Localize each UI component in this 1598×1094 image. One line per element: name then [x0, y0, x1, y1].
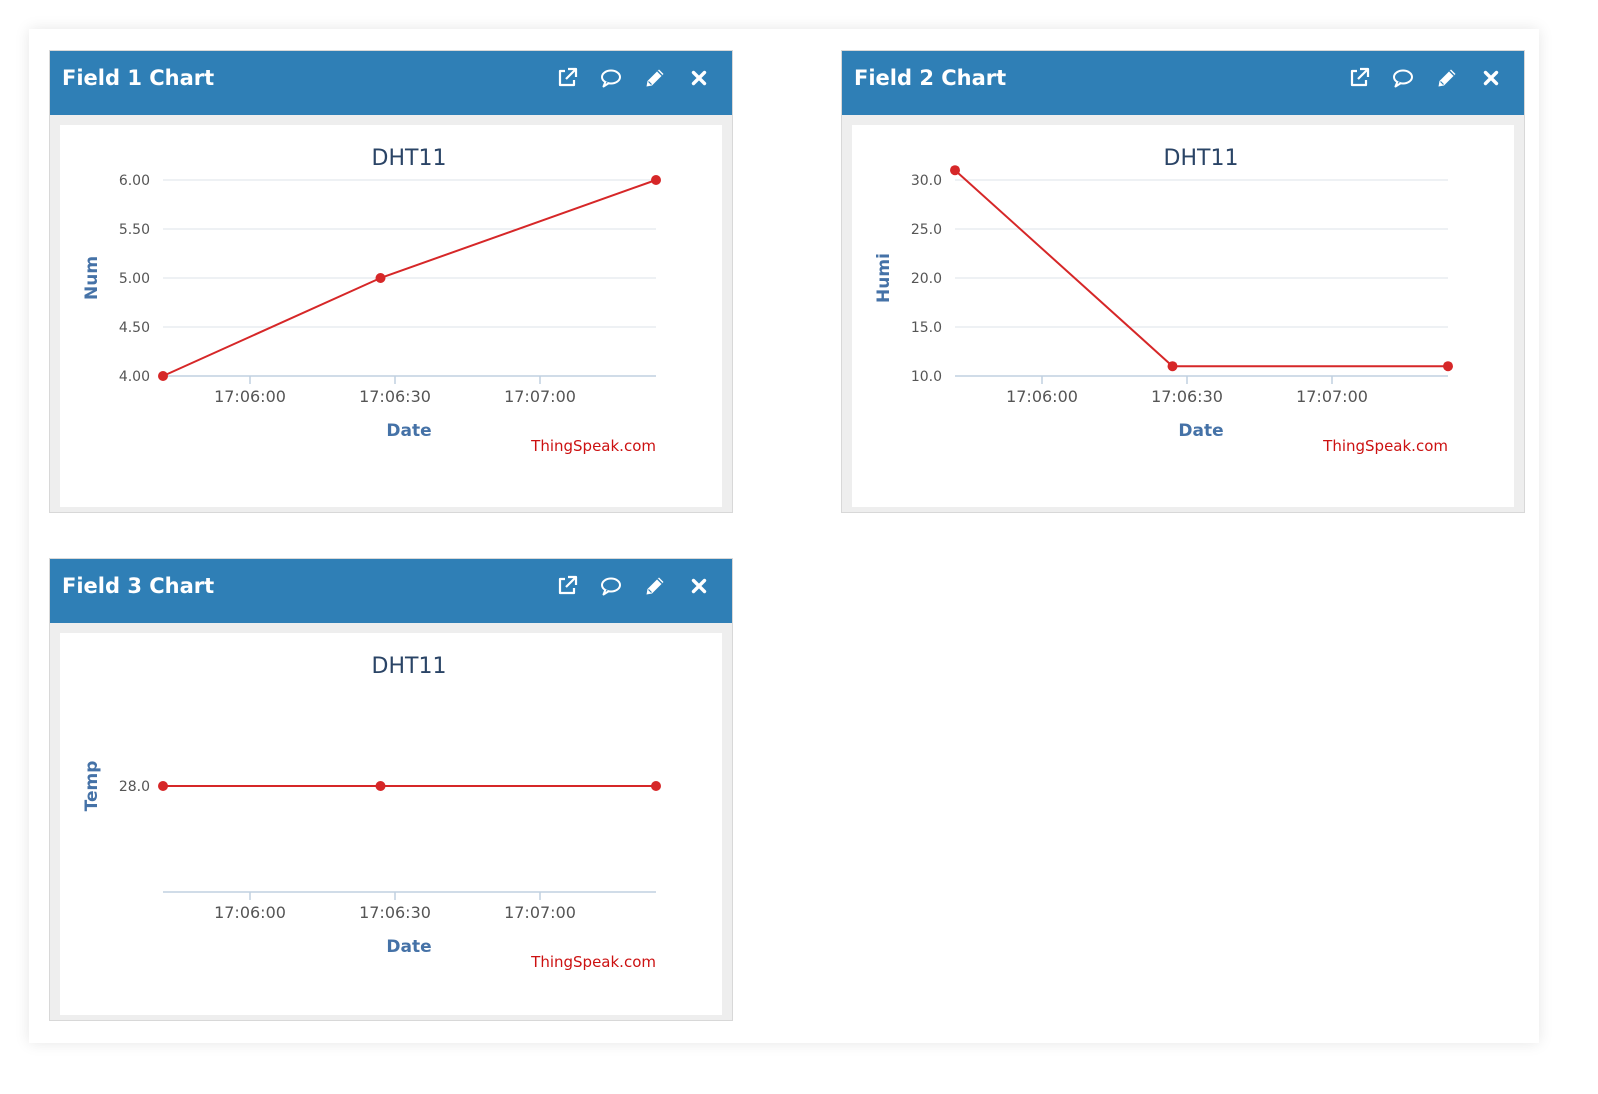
chart-credit: ThingSpeak.com — [1322, 437, 1448, 455]
data-point — [158, 371, 168, 381]
data-point — [651, 175, 661, 185]
x-tick-label: 17:06:00 — [1006, 387, 1078, 406]
field-2-line-chart: DHT11 10.0 15.0 20.0 25.0 30.0 17:06:00 17:06:3… — [874, 146, 1453, 455]
y-axis-title: Humi — [874, 253, 894, 303]
y-tick-label: 6.00 — [119, 173, 150, 189]
chart-container: DHT11 28.0 17:06:00 17:06:30 17:07:00 Date Tem… — [60, 633, 722, 1015]
field-1-chart-panel: Field 1 Chart DHT11 4.00 4.50 5.00 5.50 6.00 1… — [49, 50, 733, 513]
panel-title: Field 3 Chart — [62, 574, 215, 598]
field-1-line-chart: DHT11 4.00 4.50 5.00 5.50 6.00 17:06:00 17:06:3… — [82, 146, 661, 455]
panel-header: Field 3 Chart — [50, 559, 732, 623]
panel-toolbar — [1327, 66, 1503, 90]
external-link-icon[interactable] — [555, 574, 579, 598]
panel-header: Field 1 Chart — [50, 51, 732, 115]
pencil-icon[interactable] — [643, 66, 667, 90]
data-point — [1443, 361, 1453, 372]
chart-container: DHT11 4.00 4.50 5.00 5.50 6.00 17:06:00 17:06:3… — [60, 125, 722, 507]
panel-toolbar — [535, 66, 711, 90]
comment-icon[interactable] — [599, 66, 623, 90]
x-tick-label: 17:06:30 — [1151, 387, 1223, 406]
close-icon[interactable] — [687, 66, 711, 90]
panel-toolbar — [535, 574, 711, 598]
y-tick-label: 5.00 — [119, 271, 150, 287]
external-link-icon[interactable] — [1347, 66, 1371, 90]
y-tick-label: 20.0 — [911, 271, 942, 287]
close-icon[interactable] — [687, 574, 711, 598]
data-point — [158, 781, 168, 791]
y-tick-label: 25.0 — [911, 222, 942, 238]
comment-icon[interactable] — [1391, 66, 1415, 90]
x-tick-label: 17:07:00 — [504, 903, 576, 922]
y-tick-label: 10.0 — [911, 369, 942, 385]
field-2-chart-panel: Field 2 Chart DHT11 10.0 15.0 20.0 25.0 30.0 1… — [841, 50, 1525, 513]
chart-credit: ThingSpeak.com — [530, 953, 656, 971]
y-tick-label: 4.00 — [119, 369, 150, 385]
x-axis-title: Date — [1178, 421, 1223, 441]
x-axis-title: Date — [386, 937, 431, 957]
field-3-line-chart: DHT11 28.0 17:06:00 17:06:30 17:07:00 Date Tem… — [82, 654, 661, 971]
y-tick-label: 4.50 — [119, 320, 150, 336]
comment-icon[interactable] — [599, 574, 623, 598]
y-tick-label: 15.0 — [911, 320, 942, 336]
chart-title: DHT11 — [1164, 146, 1239, 171]
chart-title: DHT11 — [372, 146, 447, 171]
data-point — [651, 781, 661, 791]
pencil-icon[interactable] — [643, 574, 667, 598]
x-tick-label: 17:06:30 — [359, 387, 431, 406]
x-tick-label: 17:07:00 — [504, 387, 576, 406]
y-tick-label: 30.0 — [911, 173, 942, 189]
chart-credit: ThingSpeak.com — [530, 437, 656, 455]
x-tick-label: 17:07:00 — [1296, 387, 1368, 406]
y-tick-label: 5.50 — [119, 222, 150, 238]
chart-container: DHT11 10.0 15.0 20.0 25.0 30.0 17:06:00 17:06:3… — [852, 125, 1514, 507]
x-tick-label: 17:06:00 — [214, 903, 286, 922]
panel-title: Field 1 Chart — [62, 66, 215, 90]
data-point — [375, 781, 386, 791]
chart-title: DHT11 — [372, 654, 447, 679]
x-tick-label: 17:06:30 — [359, 903, 431, 922]
external-link-icon[interactable] — [555, 66, 579, 90]
data-point — [950, 165, 960, 176]
pencil-icon[interactable] — [1435, 66, 1459, 90]
y-axis-title: Num — [82, 256, 102, 300]
panel-title: Field 2 Chart — [854, 66, 1007, 90]
field-3-chart-panel: Field 3 Chart DHT11 28.0 17:06:00 17:06:30 1… — [49, 558, 733, 1021]
data-point — [375, 273, 386, 283]
series-line — [954, 169, 1448, 368]
y-axis-title: Temp — [82, 761, 102, 812]
data-point — [1167, 361, 1178, 372]
y-tick-label: 28.0 — [119, 779, 150, 795]
panel-header: Field 2 Chart — [842, 51, 1524, 115]
close-icon[interactable] — [1479, 66, 1503, 90]
x-tick-label: 17:06:00 — [214, 387, 286, 406]
x-axis-title: Date — [386, 421, 431, 441]
